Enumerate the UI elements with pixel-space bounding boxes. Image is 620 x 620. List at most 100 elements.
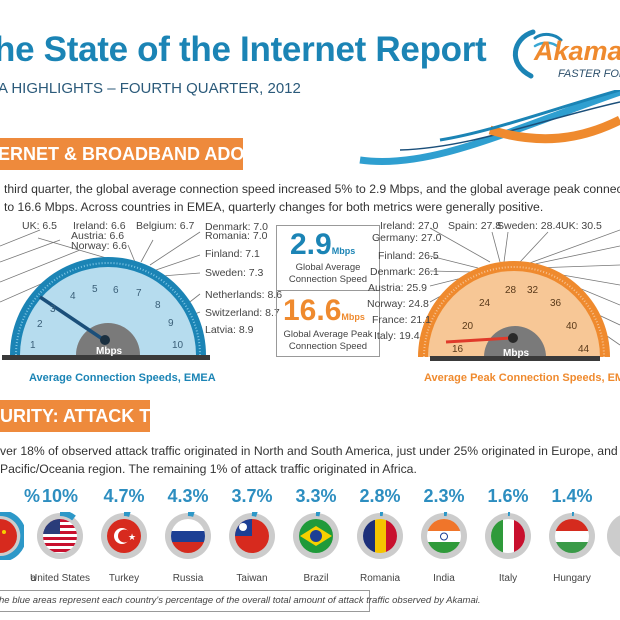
gauge-label: Sweden: 28.4 [497,220,562,232]
label-line: Global Average Peak [283,329,373,340]
logo-wordmark: Akamai [534,36,620,66]
svg-text:36: 36 [550,298,562,309]
country-percentage: 4.7% [103,486,145,506]
country-percentage: 3.3% [295,486,337,506]
global-average-label: Global Average Connection Speed [276,262,380,286]
turkey-flag-icon: ★ [101,510,147,559]
gauge-label: France: 21.1 [372,314,431,326]
global-peak-value: 16.6Mbps [283,294,365,328]
label-line: Global Average [295,262,361,273]
attack-traffic-paragraph: ver 18% of observed attack traffic origi… [0,442,620,478]
country-china: % a [0,485,42,584]
svg-text:40: 40 [566,321,578,332]
divider [276,290,380,291]
svg-text:28: 28 [505,285,517,296]
gauge-label: Germany: 27.0 [372,232,442,244]
country-name: Romania [359,573,401,584]
country-name: Taiwan [236,573,268,584]
country-percentage: 4.3% [167,486,209,506]
russia-flag-icon [165,510,211,559]
gauge-label: Austria: 25.9 [368,282,427,294]
gauge-label: Finland: 26.5 [378,250,439,262]
svg-text:4: 4 [70,291,76,302]
svg-text:7: 7 [136,288,142,299]
value-text: 2.9 [290,228,332,261]
gauge-label: Finland: 7.1 [205,248,260,260]
unit-text: Mbps [341,312,365,322]
svg-text:44: 44 [578,344,590,355]
country-name: Brazil [303,573,329,584]
label-line: Connection Speed [288,341,368,352]
gauge-label: UK: 30.5 [561,220,602,232]
country-name: India [433,573,455,584]
gauge-label: Spain: 27.8 [448,220,502,232]
country-turkey: 4.7% ★ Turkey [82,485,166,584]
gauge-label: Austria: 6.6 [71,230,125,242]
gauge-label: Sweden: 7.3 [205,267,264,279]
country-percentage: % [23,486,40,506]
average-speed-gauge: 123 4 5 6 7 89 10 Mbps [0,229,210,360]
report-subtitle: A HIGHLIGHTS – FOURTH QUARTER, 2012 [0,80,301,97]
gauge-label: Norway: 6.6 [71,240,128,252]
gauge-label: Denmark: 7.0 [205,221,269,233]
peak-speed-gauge: 16 20 24 28 32 36 40 44 Mbps [418,227,620,361]
country-name: Italy [498,573,518,584]
section-heading-attack-traffic: URITY: ATTACK TRAFFIC [0,400,216,432]
gauge-label: Latvia: 8.9 [205,324,254,336]
country-name: United States [29,573,91,584]
romania-flag-icon [357,510,403,559]
section-heading-text: URITY: ATTACK TRAFFIC [0,406,217,426]
paragraph-line: to 16.6 Mbps. Across countries in EMEA, … [4,200,544,214]
usa-flag-icon [37,510,83,559]
global-speed-box [276,225,380,357]
country-percentage: 2.3% [423,486,465,506]
taiwan-flag-icon [229,510,275,559]
svg-text:Mbps: Mbps [96,346,123,357]
svg-text:3: 3 [50,304,56,315]
svg-text:32: 32 [527,285,539,296]
gauge-label: Denmark: 26.1 [370,266,439,278]
hungary-flag-icon [549,510,595,559]
partial-flag-icon [607,515,620,557]
country-name: Russia [172,573,204,584]
gauge-label: Switzerland: 8.7 [205,307,280,319]
decorative-swoosh-icon [359,90,620,166]
country-hungary: 1.4% Hungary [530,485,614,584]
country-percentage: 10% [41,486,79,506]
country-russia: 4.3% Russia [146,485,230,584]
country-romania: 2.8% Romania [338,485,422,584]
peak-gauge-caption: Average Peak Connection Speeds, EMEA [424,372,620,384]
country-percentage: 1.6% [487,486,529,506]
brazil-flag-icon [293,510,339,559]
italy-flag-icon [485,510,531,559]
country-name: a [30,573,36,584]
svg-text:6: 6 [113,285,119,296]
svg-text:16: 16 [452,344,464,355]
country-percentage: 1.4% [551,486,593,506]
label-line: Connection Speed [288,274,368,285]
paragraph-line: Pacific/Oceania region. The remaining 1%… [0,462,417,476]
svg-text:1: 1 [30,340,36,351]
svg-text:2: 2 [37,319,43,330]
svg-text:8: 8 [155,300,161,311]
china-flag-icon [0,509,27,562]
country-percentage: 2.8% [359,486,401,506]
india-flag-icon [421,510,467,559]
logo-tagline: FASTER FORW [558,68,620,80]
footnote: he blue areas represent each country's p… [0,590,480,612]
average-gauge-caption: Average Connection Speeds, EMEA [29,372,216,384]
gauge-label: UK: 6.5 [22,220,58,232]
svg-text:10: 10 [172,340,184,351]
country-percentage: 3.7% [231,486,273,506]
country-india: 2.3% India [402,485,486,584]
svg-text:24: 24 [479,298,491,309]
country-name: Hungary [553,573,591,584]
country-name: Turkey [108,573,140,584]
country-united-states: 10% United States [18,485,102,584]
svg-text:Mbps: Mbps [503,348,530,359]
value-text: 16.6 [283,294,342,327]
svg-text:★: ★ [128,532,136,542]
unit-text: Mbps [331,246,356,256]
svg-text:20: 20 [462,321,474,332]
broadband-paragraph: third quarter, the global average connec… [4,180,620,216]
